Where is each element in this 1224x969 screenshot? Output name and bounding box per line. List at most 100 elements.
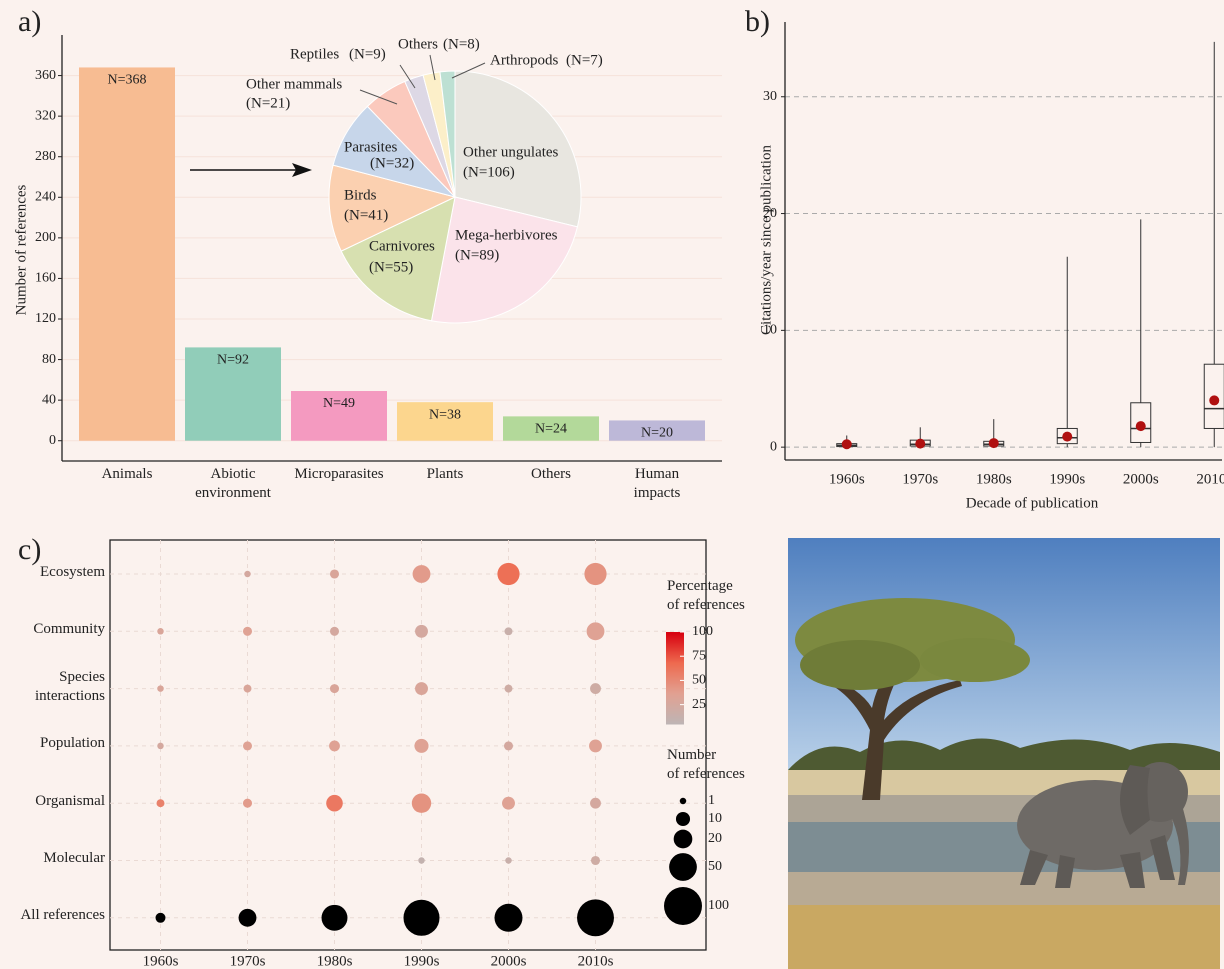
colorbar-step — [666, 708, 684, 711]
x-tick-label: Plants — [426, 466, 464, 482]
size-key — [664, 887, 702, 925]
value-label: N=38 — [429, 407, 461, 422]
colorbar-step — [666, 698, 684, 701]
colorbar-step — [666, 652, 684, 655]
x-tick-label: 2010s — [578, 953, 614, 969]
bubble — [329, 569, 340, 579]
bubble — [505, 857, 512, 864]
colorbar-step — [666, 640, 684, 643]
pie-slice — [454, 70, 582, 228]
colorbar-step — [666, 686, 684, 689]
y-tick-label: 10 — [763, 323, 777, 338]
bubble — [590, 797, 601, 809]
leader-line — [429, 54, 436, 81]
y-tick-label-box: Species interactions — [35, 669, 105, 704]
colorbar-step — [666, 660, 684, 663]
pie-value-label: (N=9) — [349, 46, 386, 62]
colorbar-step — [666, 668, 684, 671]
x-tick-label-box: Abiotic environment — [195, 466, 271, 501]
colorbar-step — [666, 664, 684, 667]
bubble — [577, 899, 614, 937]
bar — [609, 420, 705, 441]
pie-label: Parasites — [344, 139, 397, 155]
mean-point — [1209, 395, 1220, 406]
box — [1130, 402, 1152, 443]
x-tick-label-box: Human impacts — [634, 466, 681, 501]
colorbar-step — [666, 692, 684, 695]
colorbar-step — [666, 634, 684, 637]
x-tick-label: Abiotic environment — [195, 466, 271, 501]
colorbar-step — [666, 722, 684, 725]
colorbar-step — [666, 702, 684, 705]
pie-value-label: (N=55) — [369, 259, 413, 275]
y-tick-label: 240 — [35, 190, 56, 205]
colorbar-step — [666, 658, 684, 661]
y-tick-label: 0 — [49, 433, 56, 448]
colorbar-step — [666, 654, 684, 657]
bubble — [415, 682, 428, 696]
x-axis-label: Decade of publication — [966, 495, 1099, 511]
y-tick-label: Organismal — [35, 792, 105, 809]
colorbar-step — [666, 694, 684, 697]
x-tick-label: 1990s — [404, 953, 440, 969]
color-legend-title-box: Percentage of references — [667, 578, 745, 613]
bubble — [503, 741, 514, 751]
x-tick-label: 2000s — [1123, 471, 1159, 487]
box — [1056, 427, 1078, 445]
value-label: N=20 — [641, 426, 673, 441]
bubble — [329, 740, 340, 752]
colorbar-step — [666, 712, 684, 715]
colorbar-step — [666, 676, 684, 679]
arrow-head — [292, 163, 312, 177]
x-tick-label-box: Microparasites — [294, 466, 383, 482]
pie-slice — [340, 196, 456, 322]
bubble — [321, 904, 348, 931]
pie-value-label: (N=7) — [566, 52, 603, 68]
colorbar-step — [666, 662, 684, 665]
y-tick-label-box: Community — [33, 621, 105, 637]
colorbar-step — [666, 648, 684, 651]
size-key — [673, 829, 693, 849]
bar — [397, 402, 493, 441]
colorbar-step — [666, 674, 684, 677]
bubble — [494, 903, 523, 932]
size-key — [679, 797, 687, 805]
colorbar-step — [666, 714, 684, 717]
bubble — [411, 793, 432, 813]
mean-point — [841, 439, 852, 450]
y-tick-label-box: Molecular — [43, 850, 105, 866]
bubble — [156, 799, 165, 808]
bubble — [418, 857, 425, 864]
y-axis-label: Number of references — [13, 184, 29, 315]
y-tick-label: 200 — [35, 230, 56, 245]
bar — [503, 416, 599, 441]
colorbar-step — [666, 684, 684, 687]
x-tick-label: 1960s — [829, 471, 865, 487]
pie-value-label: (N=106) — [463, 164, 515, 180]
bubble — [242, 626, 253, 636]
x-tick-label-box: Others — [531, 466, 571, 482]
x-tick-label: 1970s — [902, 471, 938, 487]
colorbar-step — [666, 656, 684, 659]
bubble — [238, 908, 257, 927]
x-tick-label: 1980s — [976, 471, 1012, 487]
bar — [291, 391, 387, 441]
pie-label: Other mammals — [246, 76, 342, 92]
leader-line — [399, 64, 416, 89]
bubble — [497, 562, 520, 586]
bubble — [244, 570, 251, 578]
y-tick-label: 280 — [35, 149, 56, 164]
bar — [185, 347, 281, 441]
y-axis-label: Citations/year since publication — [758, 145, 774, 335]
bubble — [157, 685, 164, 692]
bubble — [586, 622, 605, 641]
bar — [79, 67, 175, 441]
y-tick-label-box: All references — [20, 907, 105, 923]
y-tick-label: 30 — [763, 89, 777, 104]
bubble — [242, 741, 253, 751]
colorbar-step — [666, 678, 684, 681]
y-tick-label: Molecular — [43, 850, 105, 866]
value-label: N=92 — [217, 353, 249, 368]
colorbar-step — [666, 638, 684, 641]
x-tick-label: 1990s — [1049, 471, 1085, 487]
